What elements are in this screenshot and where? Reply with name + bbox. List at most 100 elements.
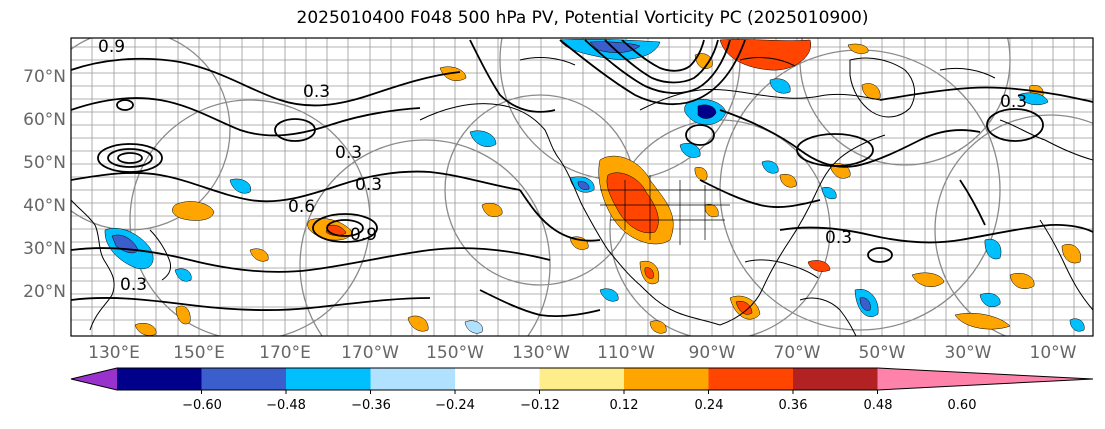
pv-contour-line — [699, 179, 821, 208]
pv-positive-patch — [481, 202, 503, 217]
colorbar-segment — [793, 368, 878, 390]
pv-contour-line — [479, 289, 601, 318]
pv-negative-patch — [174, 268, 192, 282]
pv-contour-line — [779, 223, 1093, 244]
pv-contour-line — [879, 86, 1093, 103]
coast-greenland — [849, 57, 916, 118]
pv-positive-patch — [1009, 272, 1035, 289]
lon-label-30w: 30°W — [944, 343, 992, 363]
pv-contour-closed — [796, 133, 874, 167]
pv-negative-patch — [984, 238, 1002, 260]
colorbar-tick-label: −0.36 — [351, 398, 391, 413]
pv-negative-patch — [697, 104, 717, 119]
colorbar-segment — [370, 368, 456, 390]
pv-positive-patch — [407, 315, 429, 332]
contour-label: 0.3 — [303, 82, 330, 102]
colorbar-tick-label: 0.60 — [947, 398, 977, 413]
pv-negative-patch — [229, 178, 252, 194]
contour-labels: 0.9 0.3 0.3 0.3 0.9 0.3 0.3 0.6 0.3 — [98, 37, 1027, 295]
pv-contour-line — [71, 170, 521, 203]
lon-label-170w: 170°W — [341, 343, 399, 363]
colorbar-extend-max — [877, 368, 1093, 390]
coast-caribbean — [744, 259, 819, 279]
pv-negative-patch — [1069, 318, 1085, 332]
contour-label: 0.3 — [825, 228, 852, 248]
pv-positive-patch — [134, 322, 157, 336]
pv-contour-closed — [867, 247, 893, 263]
pv-negative-patch — [679, 142, 701, 158]
colorbar-segment — [286, 368, 371, 390]
lat-label-40n: 40°N — [23, 196, 66, 216]
contour-label: 0.3 — [335, 143, 362, 163]
pv-positive-patch — [779, 174, 797, 188]
lat-label-50n: 50°N — [23, 153, 66, 173]
coast-north-america-east — [719, 134, 886, 326]
pv-contour-closed — [326, 219, 364, 237]
contour-label: 0.3 — [355, 175, 382, 195]
pv-negative-patch — [979, 292, 1001, 307]
pv-positive-patch — [249, 248, 269, 262]
colorbar-tick-label: −0.12 — [520, 398, 560, 413]
pv-positive-patch — [606, 172, 659, 234]
pv-contour-closed — [312, 213, 378, 243]
pv-contour-closed — [685, 124, 715, 146]
colorbar-segment — [201, 368, 287, 390]
pv-contour-closed — [117, 152, 143, 164]
colorbar-tick-label: 0.12 — [609, 398, 639, 413]
pv-contour-line — [959, 179, 986, 226]
pv-contour-line — [719, 109, 981, 168]
pv-contour-closed — [116, 99, 134, 111]
colorbar — [70, 367, 1094, 394]
pv-contour-line — [71, 247, 551, 273]
contour-label: 0.9 — [98, 37, 125, 57]
lat-label-60n: 60°N — [23, 110, 66, 130]
pv-contour-line — [519, 189, 601, 242]
map-title: 2025010400 F048 500 hPa PV, Potential Vo… — [296, 8, 869, 28]
pv-negative-patch — [769, 78, 791, 94]
pv-anomaly-shading — [104, 38, 1085, 336]
pv-contour-trough — [584, 39, 731, 94]
coastlines — [71, 57, 1093, 336]
lon-label-110w: 110°W — [597, 343, 655, 363]
pv-contour-trough — [559, 39, 746, 106]
lat-label-30n: 30°N — [23, 239, 66, 259]
pv-contour-trough — [621, 39, 705, 72]
pv-negative-patch — [859, 297, 871, 311]
pv-positive-patch — [175, 305, 191, 325]
pv-negative-patch — [821, 187, 837, 200]
coast-iberia-africa — [1039, 219, 1093, 311]
pv-contours — [71, 39, 1093, 318]
coast-north-america-west — [559, 159, 721, 326]
colorbar-outline — [70, 367, 1094, 391]
lon-label-50w: 50°W — [858, 343, 906, 363]
colorbar-segment — [624, 368, 709, 390]
pv-positive-patch — [847, 43, 869, 54]
lon-label-70w: 70°W — [773, 343, 821, 363]
us-borders — [600, 175, 730, 245]
pv-negative-patch — [464, 320, 483, 334]
pv-positive-patch — [704, 204, 719, 218]
map-plot-area: 0.9 0.3 0.3 0.3 0.9 0.3 0.3 0.6 0.3 — [71, 37, 1093, 336]
map-frame — [70, 37, 1094, 337]
pv-negative-patch — [469, 130, 497, 147]
pv-negative-patch — [761, 160, 779, 174]
pv-contour-closed — [274, 118, 316, 142]
coast-arctic-islands — [519, 57, 996, 79]
lon-label-170e: 170°E — [259, 343, 311, 363]
colorbar-extend-min — [71, 368, 117, 390]
coast-canada-north — [639, 89, 881, 111]
pv-positive-patch — [694, 167, 708, 181]
coast-south-america — [799, 297, 857, 336]
pv-positive-patch — [649, 320, 667, 334]
pv-negative-patch — [1017, 92, 1049, 106]
lon-label-10w: 10°W — [1029, 343, 1077, 363]
pv-contour-line — [469, 39, 556, 113]
coast-east-asia — [71, 199, 115, 331]
lat-label-20n: 20°N — [23, 282, 66, 302]
pv-negative-patch — [577, 181, 590, 190]
lat-label-70n: 70°N — [23, 67, 66, 87]
pv-contour-line — [71, 297, 431, 312]
pv-positive-patch — [644, 267, 654, 279]
pv-contour-closed — [97, 143, 163, 173]
pv-positive-patch — [172, 201, 215, 221]
